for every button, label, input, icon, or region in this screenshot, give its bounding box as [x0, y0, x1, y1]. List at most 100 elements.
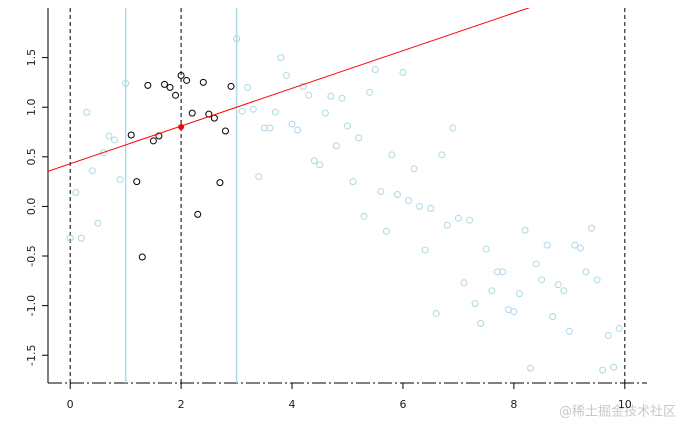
- point: [66, 234, 74, 242]
- y-tick-label: -1.0: [25, 295, 38, 316]
- point: [344, 122, 351, 130]
- point: [471, 300, 479, 308]
- point: [410, 165, 418, 173]
- point: [515, 290, 523, 298]
- point: [604, 331, 612, 339]
- point: [538, 276, 546, 284]
- point: [183, 76, 191, 84]
- point: [77, 234, 85, 242]
- point: [282, 71, 290, 79]
- point: [294, 126, 302, 134]
- x-tick-label: 0: [67, 398, 74, 411]
- point: [477, 319, 485, 327]
- point: [466, 216, 474, 224]
- point: [371, 66, 379, 74]
- point: [532, 260, 540, 268]
- point: [449, 124, 457, 132]
- point: [111, 136, 119, 144]
- point: [238, 107, 246, 115]
- point: [582, 268, 590, 276]
- point: [527, 364, 535, 372]
- point: [571, 241, 579, 249]
- point: [277, 54, 285, 62]
- point: [99, 149, 107, 157]
- point: [160, 80, 168, 88]
- watermark: @稀土掘金技术社区: [559, 404, 676, 420]
- x-tick-label: 6: [399, 398, 406, 411]
- point: [221, 127, 229, 135]
- point: [177, 71, 185, 79]
- point: [83, 108, 91, 116]
- point: [499, 268, 507, 276]
- point: [405, 196, 413, 204]
- point: [454, 214, 462, 222]
- point: [227, 82, 235, 90]
- point: [554, 281, 562, 289]
- point: [199, 78, 207, 86]
- point: [166, 83, 174, 91]
- point: [382, 227, 390, 235]
- plot-area: [48, 8, 626, 383]
- point: [316, 161, 324, 169]
- point: [377, 188, 385, 196]
- point: [349, 178, 357, 186]
- point: [360, 212, 368, 220]
- point: [332, 142, 340, 150]
- point: [188, 109, 196, 117]
- point: [421, 246, 429, 254]
- point: [460, 279, 468, 287]
- point: [133, 178, 141, 186]
- fit-point: [178, 124, 185, 131]
- point: [338, 94, 346, 102]
- y-tick-label: 1.5: [25, 49, 38, 67]
- y-tick-label: -1.5: [25, 344, 38, 365]
- point: [216, 179, 224, 187]
- point: [255, 173, 263, 181]
- point: [288, 120, 296, 128]
- point: [327, 92, 335, 100]
- point: [127, 131, 135, 139]
- point: [576, 244, 584, 252]
- point: [155, 132, 163, 140]
- point: [399, 68, 407, 76]
- point: [299, 82, 307, 90]
- point: [149, 137, 157, 145]
- point: [565, 327, 573, 335]
- x-tick-label: 4: [289, 398, 296, 411]
- point: [393, 191, 401, 199]
- y-tick-label: 0.0: [25, 198, 38, 216]
- y-tick-label: 0.5: [25, 148, 38, 166]
- x-tick-label: 8: [510, 398, 517, 411]
- point: [521, 226, 529, 234]
- point: [355, 134, 363, 142]
- y-tick-label: 1.0: [25, 98, 38, 116]
- point: [194, 210, 202, 218]
- point: [271, 108, 279, 116]
- point: [543, 241, 551, 249]
- fit-line: [48, 8, 531, 172]
- point: [588, 224, 596, 232]
- point: [482, 245, 490, 253]
- point: [416, 202, 424, 210]
- point: [610, 363, 618, 371]
- point: [443, 221, 451, 229]
- point: [560, 287, 568, 295]
- point: [144, 81, 152, 89]
- point: [249, 105, 257, 113]
- point: [210, 114, 218, 122]
- point: [122, 79, 130, 87]
- point: [105, 132, 113, 140]
- point: [438, 151, 446, 159]
- point: [388, 151, 396, 159]
- point: [321, 109, 329, 117]
- x-tick-label: 10: [618, 398, 632, 411]
- point: [427, 204, 435, 212]
- point: [138, 253, 146, 261]
- point: [244, 83, 252, 91]
- point: [94, 219, 102, 227]
- point: [615, 324, 623, 332]
- point: [366, 88, 374, 96]
- point: [488, 287, 496, 295]
- point: [233, 35, 241, 43]
